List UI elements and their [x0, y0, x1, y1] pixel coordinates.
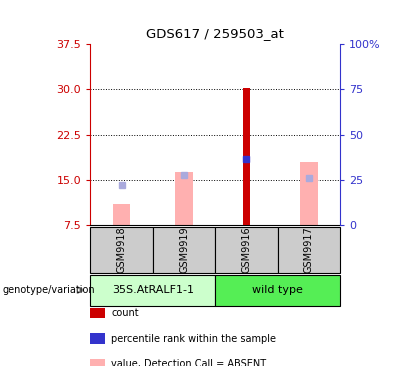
Text: GSM9916: GSM9916 — [241, 227, 252, 273]
Text: genotype/variation: genotype/variation — [2, 285, 95, 295]
Bar — [278, 227, 340, 273]
Text: count: count — [111, 308, 139, 318]
Bar — [113, 204, 130, 225]
Text: wild type: wild type — [252, 285, 303, 295]
Title: GDS617 / 259503_at: GDS617 / 259503_at — [146, 27, 284, 40]
Bar — [153, 227, 215, 273]
Text: 35S.AtRALF1-1: 35S.AtRALF1-1 — [112, 285, 194, 295]
Text: percentile rank within the sample: percentile rank within the sample — [111, 333, 276, 344]
Text: value, Detection Call = ABSENT: value, Detection Call = ABSENT — [111, 359, 266, 366]
Bar — [175, 172, 193, 225]
Bar — [215, 227, 278, 273]
Text: GSM9918: GSM9918 — [116, 227, 126, 273]
Bar — [300, 162, 318, 225]
Text: GSM9919: GSM9919 — [179, 227, 189, 273]
Bar — [215, 274, 340, 306]
Bar — [90, 227, 153, 273]
Bar — [243, 88, 249, 225]
Text: GSM9917: GSM9917 — [304, 227, 314, 273]
Bar — [90, 274, 215, 306]
